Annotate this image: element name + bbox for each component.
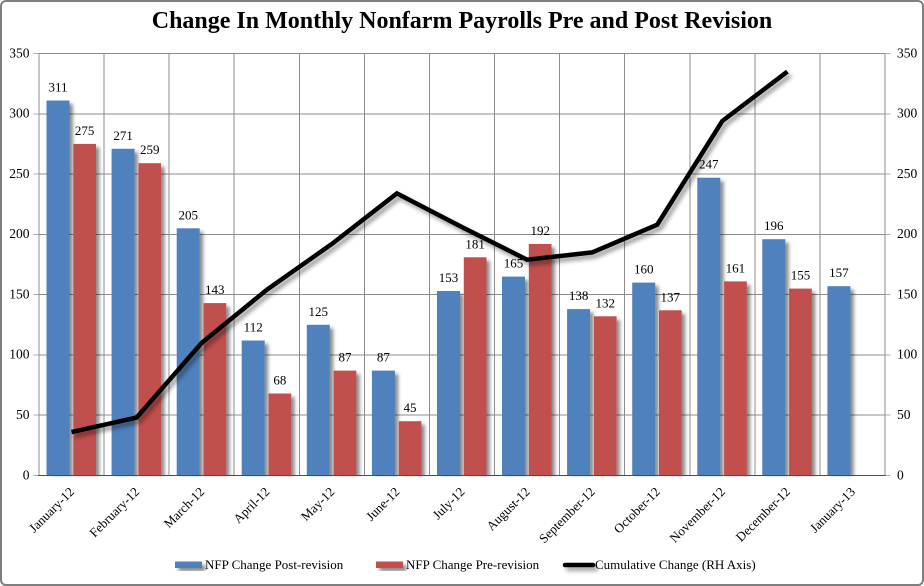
svg-text:50: 50: [16, 407, 30, 422]
svg-text:150: 150: [897, 286, 918, 301]
svg-text:50: 50: [897, 407, 911, 422]
svg-text:150: 150: [9, 286, 30, 301]
svg-text:250: 250: [9, 166, 30, 181]
svg-text:247: 247: [699, 157, 719, 172]
svg-text:87: 87: [377, 350, 391, 365]
svg-text:192: 192: [530, 223, 550, 238]
svg-text:143: 143: [205, 282, 225, 297]
svg-text:300: 300: [897, 106, 918, 121]
svg-text:275: 275: [75, 123, 95, 138]
svg-text:68: 68: [273, 373, 286, 388]
svg-text:100: 100: [9, 347, 30, 362]
svg-text:January-12: January-12: [26, 484, 77, 535]
svg-text:Cumulative Change (RH Axis): Cumulative Change (RH Axis): [595, 557, 756, 572]
svg-text:87: 87: [339, 350, 353, 365]
svg-text:200: 200: [9, 226, 30, 241]
svg-text:181: 181: [465, 236, 485, 251]
svg-text:132: 132: [596, 295, 616, 310]
svg-text:November-12: November-12: [666, 484, 727, 545]
svg-text:165: 165: [504, 256, 524, 271]
svg-text:300: 300: [9, 106, 30, 121]
svg-text:NFP Change Pre-revision: NFP Change Pre-revision: [406, 557, 540, 572]
svg-text:350: 350: [897, 45, 918, 60]
svg-text:August-12: August-12: [483, 484, 532, 533]
svg-text:112: 112: [244, 320, 263, 335]
svg-text:October-12: October-12: [611, 484, 663, 536]
svg-text:350: 350: [9, 45, 30, 60]
svg-text:February-12: February-12: [86, 484, 142, 540]
svg-text:200: 200: [897, 226, 918, 241]
svg-text:May-12: May-12: [298, 484, 338, 524]
svg-text:155: 155: [791, 268, 811, 283]
svg-text:April-12: April-12: [230, 484, 272, 526]
svg-text:137: 137: [661, 289, 681, 304]
svg-text:196: 196: [764, 218, 784, 233]
svg-text:160: 160: [634, 262, 654, 277]
svg-text:June-12: June-12: [363, 484, 403, 524]
svg-text:161: 161: [726, 260, 746, 275]
svg-text:January-13: January-13: [807, 484, 858, 535]
svg-text:July-12: July-12: [429, 484, 467, 522]
svg-text:45: 45: [404, 400, 417, 415]
svg-text:December-12: December-12: [733, 484, 793, 544]
svg-text:March-12: March-12: [160, 484, 207, 531]
svg-text:0: 0: [23, 467, 30, 482]
svg-text:125: 125: [309, 304, 329, 319]
svg-text:311: 311: [48, 80, 67, 95]
svg-text:259: 259: [140, 142, 160, 157]
svg-text:271: 271: [113, 128, 133, 143]
svg-text:September-12: September-12: [536, 484, 598, 546]
svg-text:157: 157: [829, 265, 849, 280]
svg-text:153: 153: [439, 270, 459, 285]
svg-text:250: 250: [897, 166, 918, 181]
svg-text:205: 205: [178, 207, 198, 222]
svg-text:100: 100: [897, 347, 918, 362]
svg-text:0: 0: [897, 467, 904, 482]
svg-text:NFP Change Post-revision: NFP Change Post-revision: [205, 557, 344, 572]
svg-text:138: 138: [569, 288, 589, 303]
